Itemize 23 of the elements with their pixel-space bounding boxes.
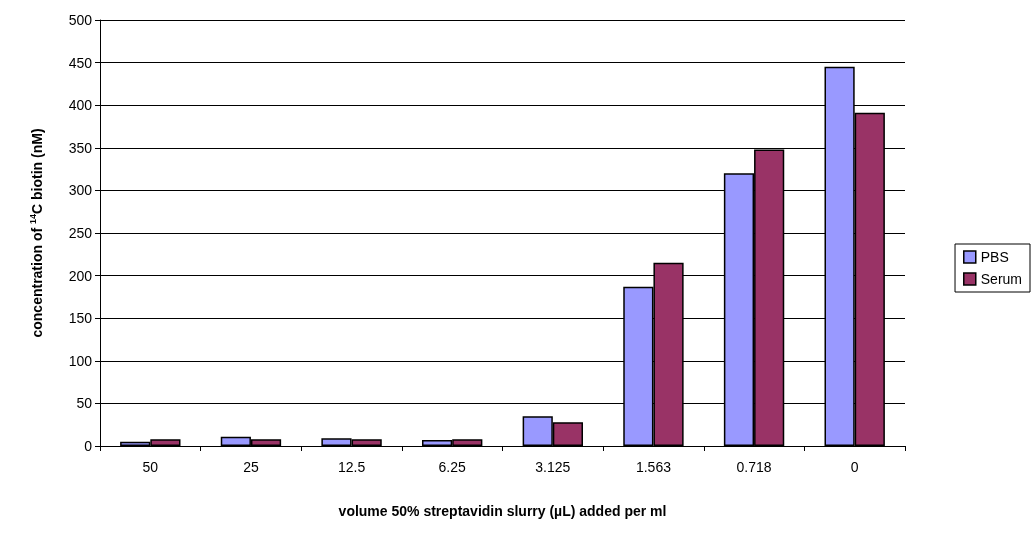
y-axis-title: concentration of 14C biotin (nM) [27, 128, 45, 338]
y-tick-label: 50 [76, 395, 93, 412]
x-tick-label: 25 [243, 459, 259, 475]
x-tick-label: 1.563 [635, 459, 672, 475]
y-tick-label: 400 [68, 97, 93, 114]
y-tick-label: 0 [84, 438, 93, 454]
legend-label: Serum [980, 271, 1022, 287]
y-tick-label: 300 [68, 182, 93, 199]
y-tick-label: 250 [68, 225, 93, 241]
y-tick-label: 150 [68, 310, 93, 327]
legend-label: PBS [980, 249, 1009, 265]
x-axis-title: volume 50% streptavidin slurry (µL) added per ml [338, 503, 667, 519]
y-tick-label: 200 [68, 267, 93, 284]
y-tick-label: 350 [68, 139, 93, 156]
x-tick-label: 12.5 [337, 459, 366, 475]
x-tick-label: 0 [850, 459, 859, 475]
x-tick-label: 6.25 [438, 459, 467, 475]
y-tick-label: 100 [68, 352, 93, 369]
x-tick-label: 0.718 [736, 459, 772, 475]
y-tick-label: 500 [68, 12, 93, 28]
x-tick-label: 3.125 [535, 459, 571, 475]
x-tick-label: 50 [142, 459, 159, 475]
y-tick-label: 450 [68, 54, 93, 71]
